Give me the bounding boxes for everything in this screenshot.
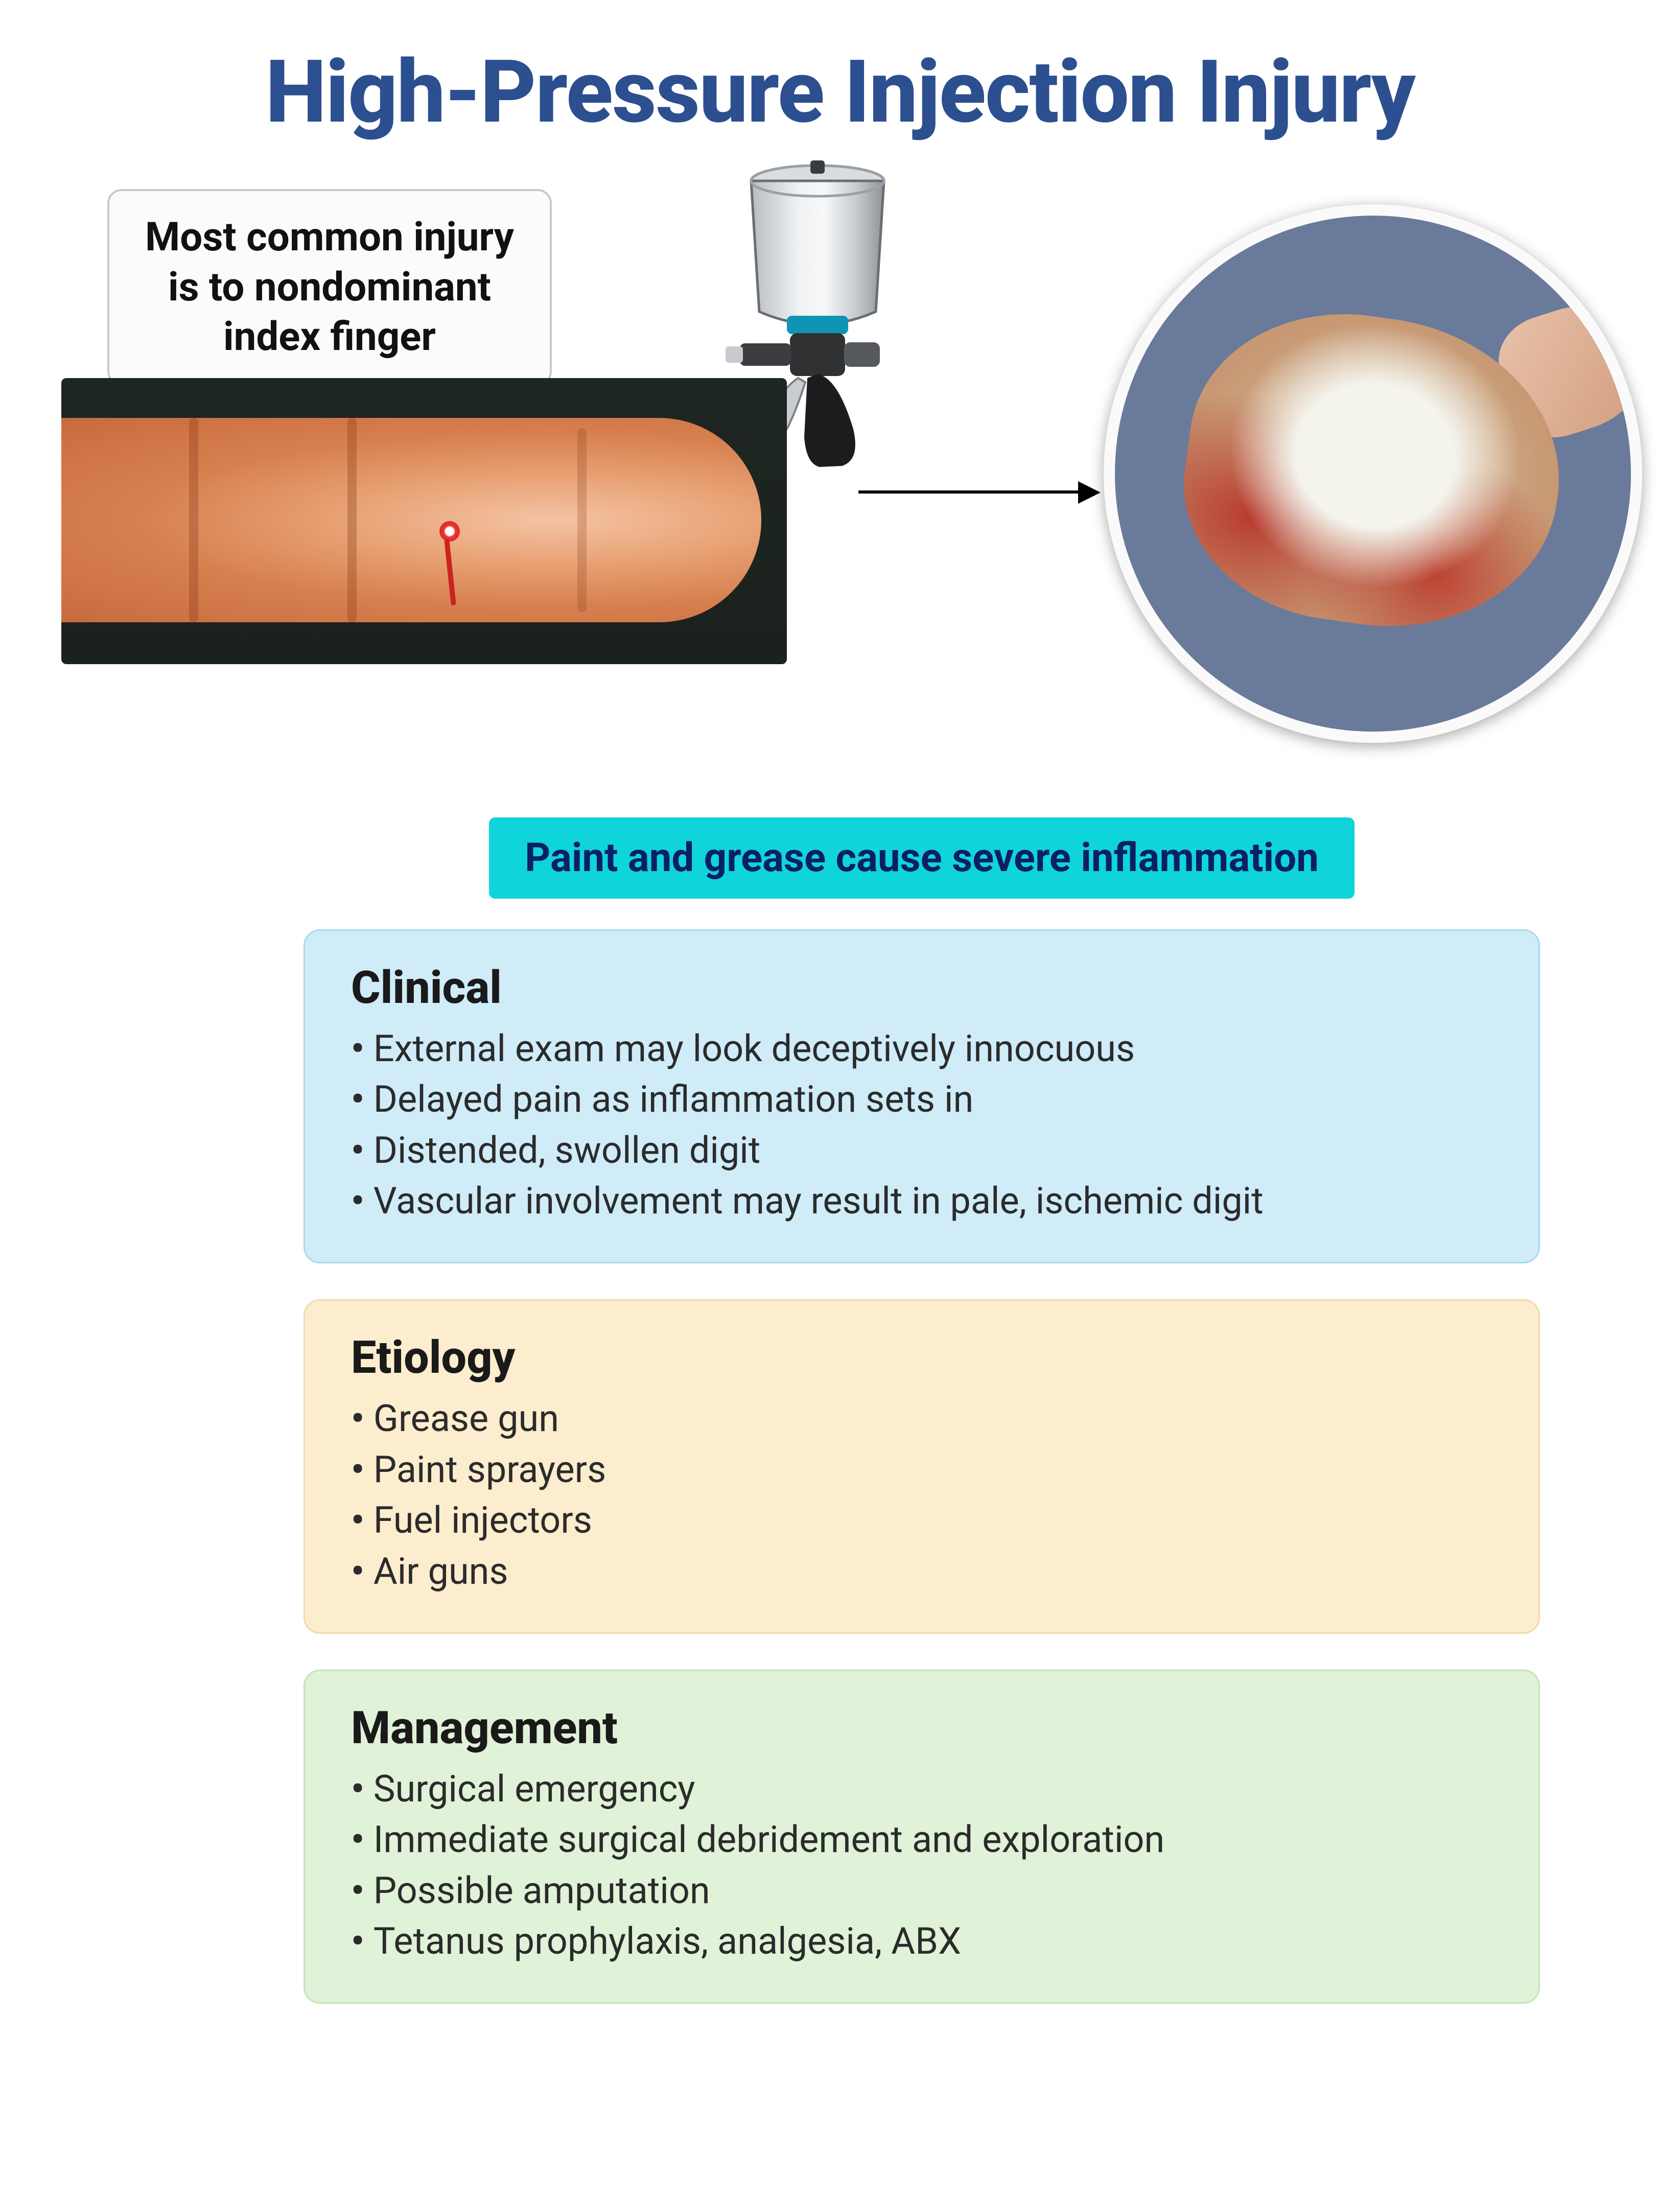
- arrow-head-icon: [1078, 481, 1101, 504]
- card-title: Etiology: [351, 1331, 1492, 1384]
- list-item: Grease gun: [351, 1393, 1492, 1444]
- list-item: Delayed pain as inflammation sets in: [351, 1074, 1492, 1124]
- list-item: Distended, swollen digit: [351, 1125, 1492, 1176]
- card-list: Surgical emergencyImmediate surgical deb…: [351, 1764, 1492, 1966]
- arrow-connector: [858, 490, 1083, 494]
- highlight-banner: Paint and grease cause severe inflammati…: [489, 817, 1355, 899]
- content-section: Paint and grease cause severe inflammati…: [20, 817, 1660, 2004]
- list-item: Fuel injectors: [351, 1495, 1492, 1545]
- page-title: High-Pressure Injection Injury: [20, 41, 1660, 143]
- list-item: Tetanus prophylaxis, analgesia, ABX: [351, 1916, 1492, 1966]
- card-title: Management: [351, 1702, 1492, 1754]
- callout-line-3: index finger: [145, 312, 514, 362]
- callout-line-1: Most common injury: [145, 213, 514, 263]
- list-item: External exam may look deceptively innoc…: [351, 1023, 1492, 1074]
- surgical-debridement-photo: [1104, 204, 1642, 743]
- card-clinical: Clinical External exam may look deceptiv…: [304, 929, 1540, 1263]
- card-etiology: Etiology Grease gunPaint sprayersFuel in…: [304, 1299, 1540, 1633]
- callout-box: Most common injury is to nondominant ind…: [107, 189, 552, 386]
- list-item: Paint sprayers: [351, 1444, 1492, 1495]
- card-list: External exam may look deceptively innoc…: [351, 1023, 1492, 1226]
- card-list: Grease gunPaint sprayersFuel injectorsAi…: [351, 1393, 1492, 1596]
- list-item: Air guns: [351, 1546, 1492, 1597]
- card-management: Management Surgical emergencyImmediate s…: [304, 1670, 1540, 2004]
- list-item: Surgical emergency: [351, 1764, 1492, 1814]
- list-item: Vascular involvement may result in pale,…: [351, 1176, 1492, 1226]
- top-illustration-section: Most common injury is to nondominant ind…: [20, 184, 1660, 797]
- list-item: Possible amputation: [351, 1865, 1492, 1916]
- finger-entry-wound-photo: [61, 378, 787, 664]
- card-title: Clinical: [351, 962, 1492, 1014]
- list-item: Immediate surgical debridement and explo…: [351, 1814, 1492, 1865]
- callout-line-2: is to nondominant: [145, 263, 514, 313]
